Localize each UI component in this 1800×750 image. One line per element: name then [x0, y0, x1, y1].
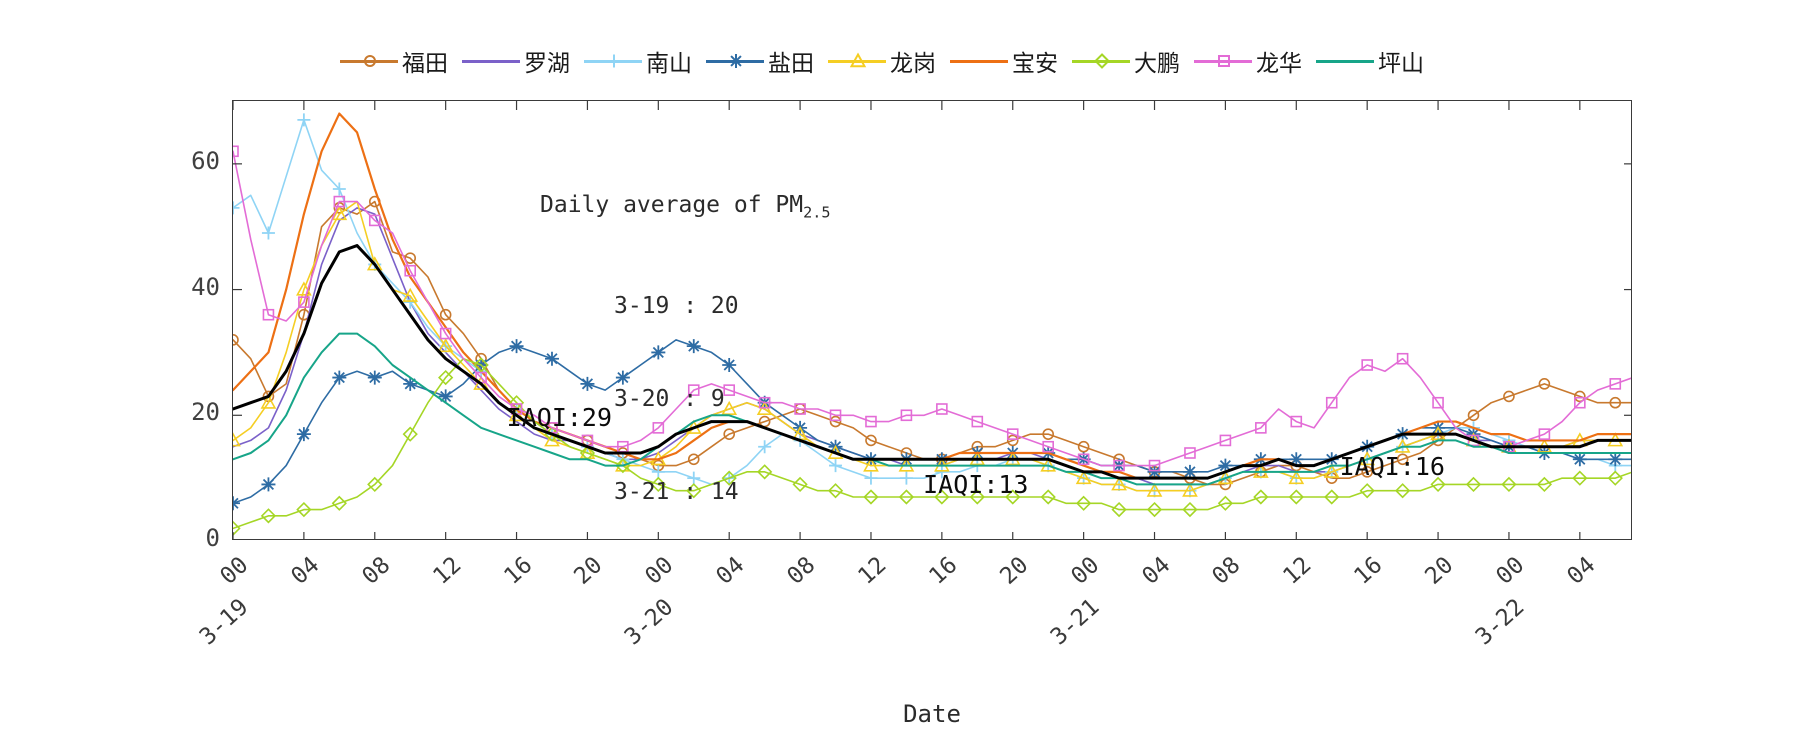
- legend-entry-坪山[interactable]: 坪山: [1316, 44, 1424, 78]
- legend-marker-circle-icon: [364, 55, 376, 67]
- daily-average-title-text: Daily average of PM: [540, 192, 804, 218]
- legend-line-龙岗: [828, 60, 886, 63]
- x-tick-12: 00: [1066, 552, 1105, 590]
- x-tick-5: 20: [569, 552, 608, 590]
- legend-label-罗湖: 罗湖: [524, 51, 570, 77]
- x-date-3-19: 3-19: [194, 594, 254, 651]
- x-axis-ticks: 00 04 08 12 16 20 00 04 08 12 16 20 00 04 08 12 16 20 00 04…: [195, 542, 1632, 672]
- x-tick-9: 12: [853, 552, 892, 590]
- x-axis-title: Date: [903, 700, 961, 728]
- legend-entry-南山[interactable]: 南山: [584, 44, 692, 78]
- y-tick-60: 60: [191, 146, 220, 175]
- legend-line-宝安: [950, 60, 1008, 63]
- x-tick-13: 04: [1136, 552, 1175, 590]
- x-tick-11: 20: [995, 552, 1034, 590]
- x-tick-10: 16: [924, 552, 963, 590]
- legend-entry-龙华[interactable]: 龙华: [1194, 44, 1302, 78]
- legend-label-宝安: 宝安: [1012, 51, 1058, 77]
- legend-marker-diamond-icon: [1094, 53, 1110, 69]
- legend-entry-龙岗[interactable]: 龙岗: [828, 44, 936, 78]
- series-龙华: [233, 145, 1631, 472]
- y-tick-20: 20: [191, 398, 220, 427]
- legend-swatch-盐田: [706, 50, 764, 72]
- legend-label-龙岗: 龙岗: [890, 51, 936, 77]
- legend-label-坪山: 坪山: [1378, 51, 1424, 77]
- legend-line-罗湖: [462, 60, 520, 63]
- x-date-3-22: 3-22: [1470, 594, 1530, 651]
- legend-line-福田: [340, 60, 398, 63]
- series-宝安: [233, 112, 1631, 480]
- iaqi-label-2: IAQI:16: [1339, 452, 1445, 482]
- legend-swatch-宝安: [950, 50, 1008, 72]
- legend-label-盐田: 盐田: [768, 51, 814, 77]
- x-tick-6: 00: [640, 552, 679, 590]
- legend-label-龙华: 龙华: [1256, 51, 1302, 77]
- daily-average-title: Daily average of PM2.5: [540, 190, 831, 229]
- x-tick-7: 04: [711, 552, 750, 590]
- legend-marker-square-icon: [1218, 55, 1230, 67]
- legend-line-坪山: [1316, 60, 1374, 63]
- x-tick-17: 20: [1420, 552, 1459, 590]
- iaqi-label-0: IAQI:29: [506, 403, 613, 433]
- legend-entry-盐田[interactable]: 盐田: [706, 44, 814, 78]
- legend-label-南山: 南山: [646, 51, 692, 77]
- legend-label-福田: 福田: [402, 51, 448, 77]
- legend-swatch-罗湖: [462, 50, 520, 72]
- x-tick-4: 16: [498, 552, 537, 590]
- plot-area: [232, 100, 1632, 540]
- legend-line-大鹏: [1072, 60, 1130, 63]
- legend-entry-罗湖[interactable]: 罗湖: [462, 44, 570, 78]
- y-axis-ticks: 0 20 40 60: [168, 100, 220, 552]
- legend-marker-plus-icon: [607, 54, 621, 68]
- legend-marker-triangle-icon: [849, 52, 867, 68]
- x-tick-1: 04: [286, 552, 325, 590]
- legend-entry-大鹏[interactable]: 大鹏: [1072, 44, 1180, 78]
- daily-average-row-1: 3-20 : 9: [614, 385, 725, 412]
- legend-entry-福田[interactable]: 福田: [340, 44, 448, 78]
- x-tick-19: 04: [1562, 552, 1601, 590]
- series-坪山: [233, 332, 1631, 486]
- legend-entry-宝安[interactable]: 宝安: [950, 44, 1058, 78]
- daily-average-row-0: 3-19 : 20: [614, 292, 739, 319]
- daily-average-row-2: 3-21 : 14: [614, 478, 739, 505]
- daily-average-annotation: Daily average of PM2.5 3-19 : 20 3-20 : …: [540, 128, 831, 570]
- x-tick-16: 16: [1349, 552, 1388, 590]
- legend-swatch-福田: [340, 50, 398, 72]
- series-mean: [233, 244, 1631, 480]
- legend-swatch-南山: [584, 50, 642, 72]
- x-tick-18: 00: [1491, 552, 1530, 590]
- x-tick-8: 08: [782, 552, 821, 590]
- chart-legend: 福田 罗湖 南山 盐田 龙岗 宝安 大鹏 龙华 坪山: [340, 40, 1490, 82]
- x-tick-15: 12: [1278, 552, 1317, 590]
- x-tick-3: 12: [428, 552, 467, 590]
- x-date-3-20: 3-20: [620, 594, 679, 651]
- legend-swatch-坪山: [1316, 50, 1374, 72]
- x-tick-14: 08: [1207, 552, 1246, 590]
- legend-marker-asterisk-icon: [729, 54, 743, 68]
- legend-swatch-大鹏: [1072, 50, 1130, 72]
- y-tick-0: 0: [205, 524, 220, 552]
- x-tick-2: 08: [357, 552, 396, 590]
- legend-line-龙华: [1194, 60, 1252, 63]
- x-date-3-21: 3-21: [1045, 594, 1105, 651]
- legend-swatch-龙华: [1194, 50, 1252, 72]
- legend-label-大鹏: 大鹏: [1134, 51, 1180, 77]
- plot-lines-svg: [233, 101, 1631, 539]
- daily-average-title-sub: 2.5: [803, 203, 831, 222]
- y-tick-40: 40: [191, 272, 220, 301]
- legend-swatch-龙岗: [828, 50, 886, 72]
- x-tick-0: 00: [215, 552, 254, 590]
- iaqi-label-1: IAQI:13: [923, 469, 1029, 499]
